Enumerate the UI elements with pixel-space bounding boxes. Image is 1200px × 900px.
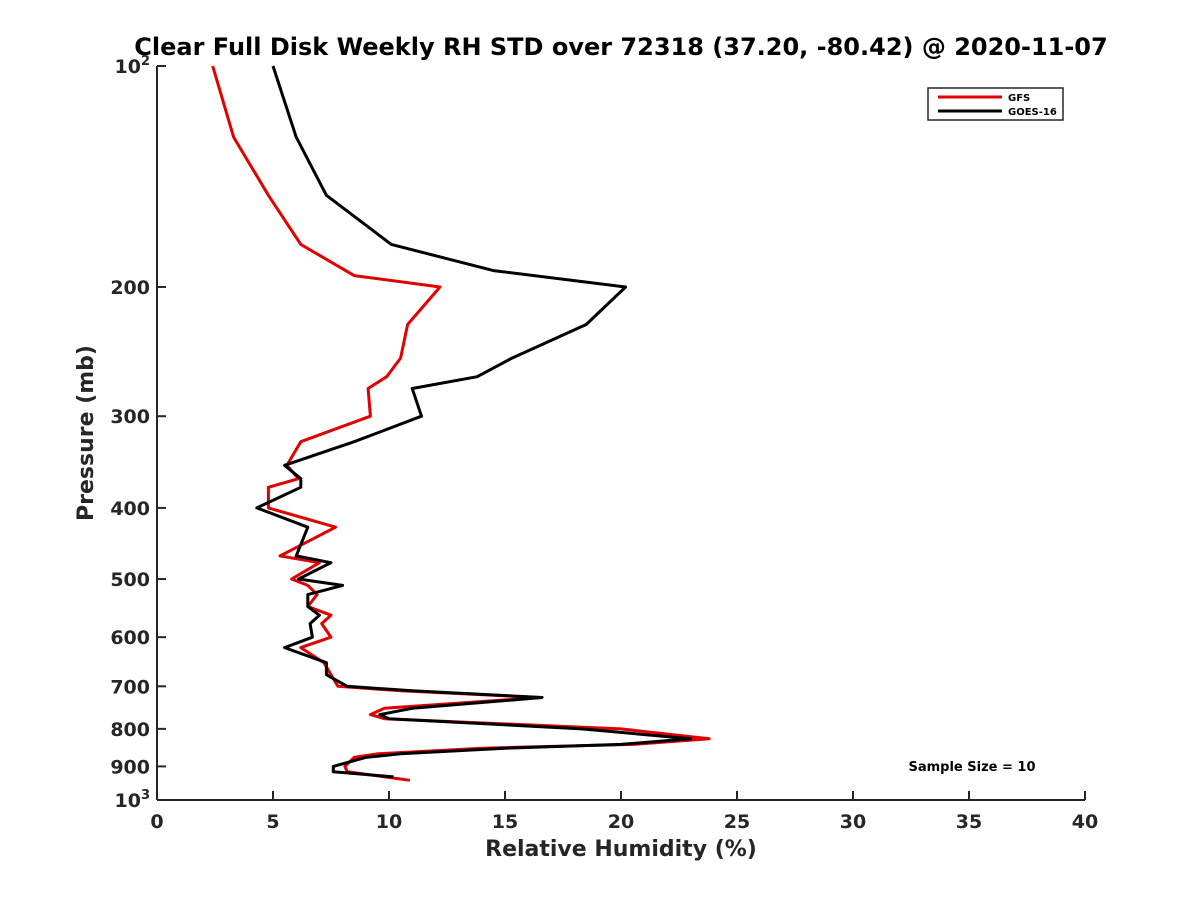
x-tick-label: 25	[724, 811, 750, 833]
x-tick-label: 5	[266, 811, 279, 833]
y-tick-label: 900	[110, 756, 150, 778]
series-line-gfs	[211, 65, 711, 782]
x-tick-label: 15	[492, 811, 518, 833]
x-axis-label: Relative Humidity (%)	[485, 837, 757, 862]
x-tick-label: 40	[1072, 811, 1098, 833]
legend-label: GFS	[1008, 93, 1030, 104]
y-tick-label: 700	[110, 676, 150, 698]
x-tick-label: 10	[376, 811, 402, 833]
x-tick-label: 35	[956, 811, 982, 833]
y-tick-label: 102	[115, 54, 151, 78]
y-tick-label: 600	[110, 627, 150, 649]
x-tick-label: 0	[150, 811, 163, 833]
y-tick-label: 103	[115, 788, 151, 812]
legend: GFS GOES-16	[927, 87, 1064, 121]
y-tick-label: 200	[110, 277, 150, 299]
y-tick-label: 800	[110, 719, 150, 741]
x-tick-label: 30	[840, 811, 866, 833]
chart-title: Clear Full Disk Weekly RH STD over 72318…	[134, 33, 1107, 61]
y-axis-label: Pressure (mb)	[74, 345, 99, 521]
sample-size-annotation: Sample Size = 10	[908, 760, 1035, 775]
axes: 0 5 10 15 20 25 30 35 40 102 200 300 400 500 600 700 800…	[110, 54, 1098, 833]
x-tick-label: 20	[608, 811, 634, 833]
legend-label: GOES-16	[1008, 107, 1057, 118]
y-tick-label: 400	[110, 498, 150, 520]
series-line-goes-16	[255, 65, 693, 779]
y-tick-label: 500	[110, 569, 150, 591]
series-layer	[211, 65, 711, 782]
y-tick-label: 300	[110, 406, 150, 428]
legend-box	[927, 87, 1064, 121]
